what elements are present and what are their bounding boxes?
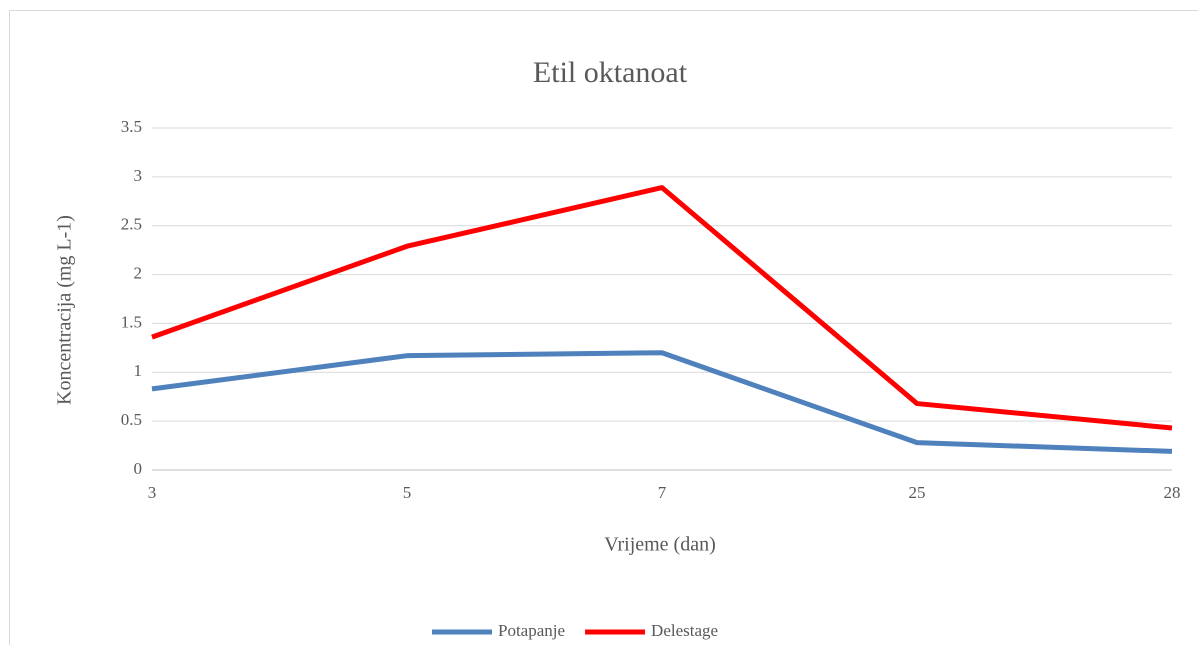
x-tick-label: 28 [1164,483,1181,502]
y-tick-label: 1 [134,361,143,380]
x-tick-label: 25 [909,483,926,502]
legend-label: Potapanje [498,621,565,640]
y-tick-label: 1.5 [121,312,142,331]
y-axis-title: Koncentracija (mg L-1) [54,215,76,405]
x-tick-label: 5 [403,483,412,502]
line-series [151,350,1173,454]
x-tick-label: 3 [148,483,157,502]
y-tick-label: 3.5 [121,117,142,136]
line-series [151,185,1173,431]
y-tick-label: 3 [134,166,143,185]
y-tick-label: 2 [134,263,143,282]
y-tick-label: 2.5 [121,215,142,234]
y-tick-label: 0.5 [121,410,142,429]
y-tick-label: 0 [134,459,143,478]
x-tick-label: 7 [658,483,667,502]
x-axis-title: Vrijeme (dan) [604,534,716,556]
legend-label: Delestage [651,621,718,640]
chart-border [9,10,1198,645]
chart-title: Etil oktanoat [533,56,688,89]
